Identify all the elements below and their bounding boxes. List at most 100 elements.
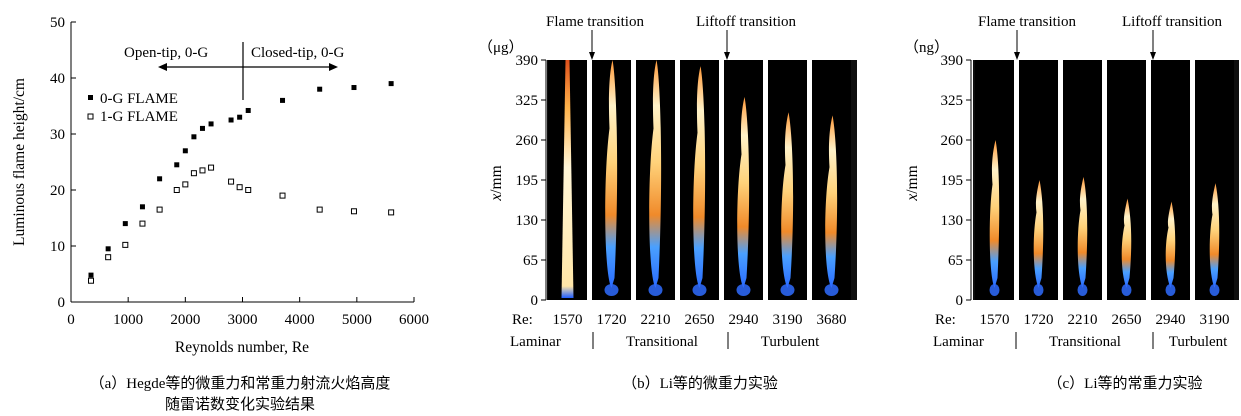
data-point-0g <box>245 107 251 113</box>
y-tick-label: 50 <box>50 15 65 31</box>
photo-divider-b <box>763 60 768 300</box>
flame-base-c <box>1033 284 1044 296</box>
data-point-1g <box>173 187 180 193</box>
data-point-1g <box>122 241 129 248</box>
y-tick-label-c: 260 <box>941 133 964 149</box>
y-tick-label: 40 <box>50 71 65 87</box>
x-tick-label: 2000 <box>170 312 200 328</box>
data-point-1g <box>182 181 189 188</box>
x-tick-label: 5000 <box>342 312 372 328</box>
panel-b-microgravity: （μg） x/mm 0 65 130 195 260 325 390 Flame trans… <box>478 14 857 392</box>
flame-base-b <box>780 284 795 296</box>
flame-base-c <box>1121 284 1132 296</box>
flame-shape-c <box>1209 183 1220 288</box>
photo-divider-c <box>1014 60 1019 300</box>
flame-transition-arrowhead-b <box>589 52 595 60</box>
data-point-1g <box>316 206 323 213</box>
y-tick-label-b: 130 <box>516 213 539 229</box>
regime-turbulent-b: Turbulent <box>761 334 820 350</box>
re-value-b: 1720 <box>597 312 627 328</box>
x-tick-label: 3000 <box>228 312 258 328</box>
caption-a-line1: （a）Hegde等的微重力和常重力射流火焰高度 <box>90 374 391 392</box>
data-point-1g <box>236 184 243 191</box>
data-point-1g <box>88 277 95 284</box>
transition-label-flame-c: Flame transition <box>978 14 1076 30</box>
flame-base-c <box>1077 284 1088 296</box>
open-tip-arrowhead <box>158 63 167 71</box>
re-value-c: 2940 <box>1156 312 1186 328</box>
data-point-0g <box>228 117 234 123</box>
re-value-b: 3680 <box>817 312 847 328</box>
re-label-c: Re: <box>935 312 956 328</box>
data-point-1g <box>350 208 357 215</box>
transition-label-liftoff-c: Liftoff transition <box>1122 14 1223 30</box>
re-value-b: 3190 <box>773 312 803 328</box>
y-tick-label-b: 65 <box>523 253 538 269</box>
y-tick-label-b: 260 <box>516 133 539 149</box>
data-point-0g <box>280 97 286 103</box>
data-point-0g <box>122 221 128 227</box>
y-tick-label: 0 <box>58 295 66 311</box>
y-axis-label-b: x/mm <box>488 165 505 201</box>
regime-turbulent-c: Turbulent <box>1169 334 1228 350</box>
closed-tip-arrowhead <box>329 63 338 71</box>
y-tick-label: 30 <box>50 127 65 143</box>
x-tick-label: 1000 <box>113 312 143 328</box>
flame-base-b <box>692 284 707 296</box>
regime-transitional-b: Transitional <box>626 334 698 350</box>
data-point-1g <box>190 170 197 177</box>
panel-a-scatter: 0 10 20 30 40 50 0 1000 2000 3000 4000 5000 6000 Lu… <box>11 15 429 413</box>
data-point-0g <box>174 162 180 168</box>
unit-label-c: （ng） <box>904 39 949 56</box>
photo-divider-c <box>1146 60 1151 300</box>
flame-shape-b <box>825 115 838 288</box>
re-value-c: 3190 <box>1200 312 1230 328</box>
re-value-b: 2940 <box>729 312 759 328</box>
flame-base-b <box>648 284 663 296</box>
caption-c: （c）Li等的常重力实验 <box>1048 374 1203 392</box>
data-point-1g <box>245 187 252 193</box>
liftoff-transition-arrowhead-c <box>1150 52 1156 60</box>
caption-a-line2: 随雷诺数变化实验结果 <box>165 396 315 413</box>
flame-shape-b <box>693 66 706 289</box>
y-tick-label-b: 325 <box>516 93 539 109</box>
flame-shape-c <box>1121 198 1132 288</box>
data-point-1g <box>105 254 112 261</box>
data-point-0g <box>88 272 94 278</box>
flame-base-c <box>1209 284 1220 296</box>
legend-marker-0g <box>88 95 93 100</box>
y-tick-label-c: 390 <box>941 53 964 69</box>
re-value-c: 1720 <box>1024 312 1054 328</box>
data-point-0g <box>317 86 323 92</box>
y-tick-label: 20 <box>50 183 65 199</box>
unit-label-b: （μg） <box>478 39 524 56</box>
panel-c-normal-gravity: （ng） x/mm 0 65 130 195 260 325 390 Flame trans… <box>904 14 1239 392</box>
data-point-0g <box>388 81 394 87</box>
flame-shape-c <box>989 140 1000 288</box>
flame-shape-b <box>781 112 794 288</box>
re-value-b: 2650 <box>685 312 715 328</box>
re-value-c: 2210 <box>1068 312 1098 328</box>
data-point-1g <box>139 220 146 227</box>
data-point-1g <box>228 178 235 185</box>
data-point-1g <box>279 192 286 199</box>
re-value-b: 1570 <box>553 312 583 328</box>
data-point-1g <box>208 164 215 171</box>
data-point-0g <box>199 125 205 131</box>
data-point-0g <box>191 134 197 140</box>
photo-divider-c <box>1102 60 1107 300</box>
flame-shape-b <box>605 60 618 288</box>
y-tick-label-b: 390 <box>516 53 539 69</box>
regime-transitional-c: Transitional <box>1049 334 1121 350</box>
re-value-b: 2210 <box>641 312 671 328</box>
y-tick-label: 10 <box>50 239 65 255</box>
flame-transition-arrowhead-c <box>1014 52 1020 60</box>
y-axis-label: Luminous flame height/cm <box>11 78 28 246</box>
caption-b: （b）Li等的微重力实验 <box>622 374 778 392</box>
photo-divider-c <box>1190 60 1195 300</box>
x-tick-label: 0 <box>67 312 75 328</box>
re-value-c: 1570 <box>980 312 1010 328</box>
photo-divider-b <box>587 60 592 300</box>
flame-shape-b <box>649 60 662 288</box>
